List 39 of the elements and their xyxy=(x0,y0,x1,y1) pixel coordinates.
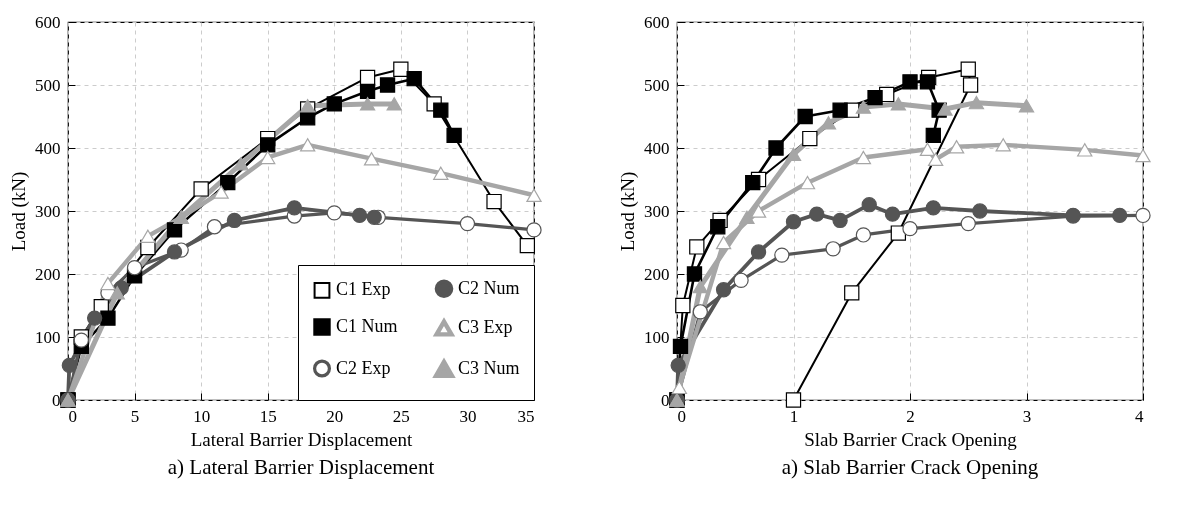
x-tick-label: 20 xyxy=(326,406,344,426)
x-tick-label: 25 xyxy=(392,406,410,426)
x-tick-label: 1 xyxy=(789,406,799,426)
y-tick-label: 100 xyxy=(644,327,670,347)
text: a) Lateral Barrier Displacement xyxy=(167,455,435,479)
legend-label: C2 Exp xyxy=(336,357,391,378)
y-tick-label: 0 xyxy=(661,390,670,410)
text: a) Slab Barrier Crack Opening xyxy=(781,455,1039,479)
x-tick-label: 2 xyxy=(906,406,915,426)
x-tick-label: 4 xyxy=(1135,406,1144,426)
x-tick-label: 15 xyxy=(259,406,277,426)
x-axis-title: Lateral Barrier Displacement xyxy=(190,428,413,450)
y-axis-title: Load (kN) xyxy=(8,171,30,252)
legend-label: C1 Num xyxy=(336,316,398,336)
legend-label: C2 Num xyxy=(458,277,520,298)
y-tick-label: 400 xyxy=(35,138,61,158)
y-tick-label: 600 xyxy=(644,12,670,32)
y-tick-label: 600 xyxy=(35,12,61,32)
x-axis-title: Slab Barrier Crack Opening xyxy=(804,428,1018,450)
y-tick-label: 0 xyxy=(52,390,61,410)
legend-label: C3 Exp xyxy=(458,317,513,337)
y-tick-label: 500 xyxy=(35,75,61,95)
y-tick-label: 400 xyxy=(644,138,670,158)
x-tick-label: 5 xyxy=(130,406,140,426)
y-axis-title: Load (kN) xyxy=(617,171,639,252)
y-tick-label: 300 xyxy=(644,201,670,221)
legend-label: C1 Exp xyxy=(336,279,391,300)
legend-label: C3 Num xyxy=(458,358,520,378)
x-tick-label: 35 xyxy=(517,406,535,426)
y-tick-label: 300 xyxy=(35,201,61,221)
x-tick-label: 0 xyxy=(677,406,686,426)
x-tick-label: 30 xyxy=(459,406,477,426)
y-tick-label: 200 xyxy=(644,264,670,284)
y-tick-label: 100 xyxy=(35,327,61,347)
x-tick-label: 0 xyxy=(68,406,77,426)
x-tick-label: 3 xyxy=(1022,406,1032,426)
y-tick-label: 500 xyxy=(644,75,670,95)
x-tick-label: 10 xyxy=(193,406,211,426)
y-tick-label: 200 xyxy=(35,264,61,284)
